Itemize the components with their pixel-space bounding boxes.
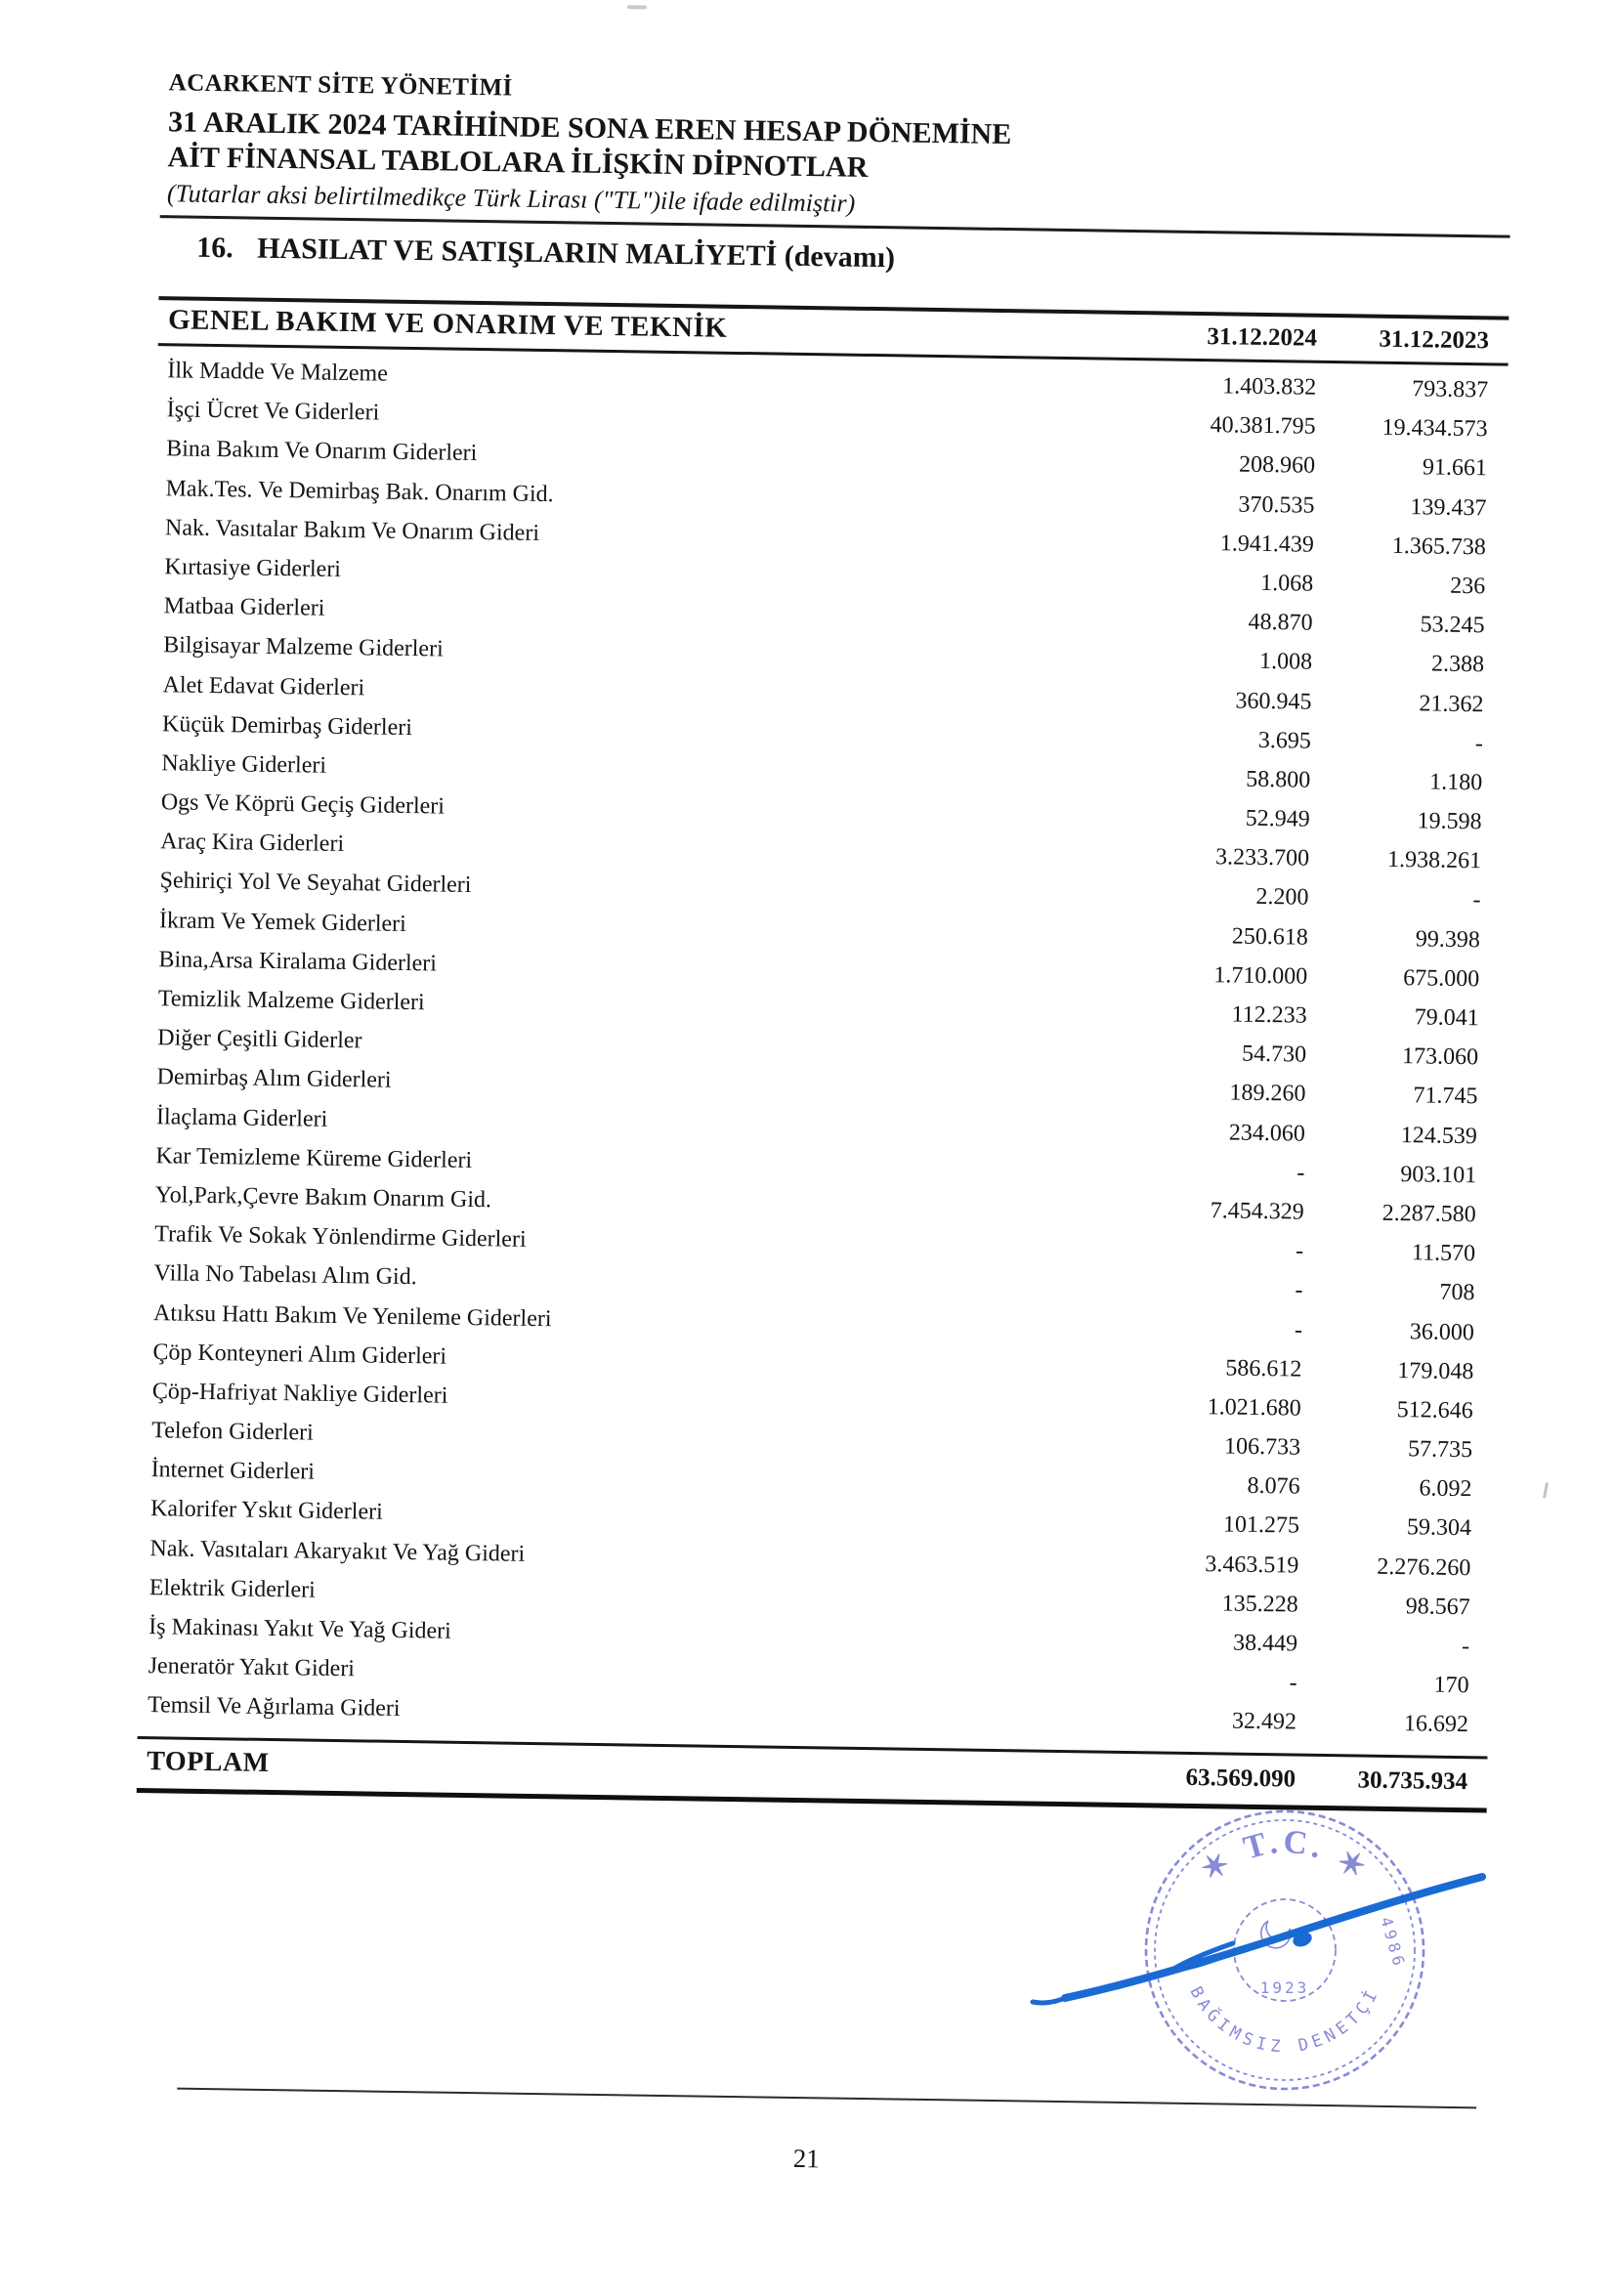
table-body: İlk Madde Ve Malzeme 1.403.832 793.837 İ… <box>138 346 1509 1756</box>
value-2023: 59.304 <box>1406 1514 1472 1542</box>
value-2023: 139.437 <box>1410 493 1487 521</box>
value-2023: 1.938.261 <box>1386 847 1482 874</box>
value-2024: 106.733 <box>1223 1433 1301 1461</box>
value-2024: 3.695 <box>1257 727 1312 754</box>
value-2023: 903.101 <box>1400 1161 1477 1189</box>
expense-table: GENEL BAKIM VE ONARIM VE TEKNİK 31.12.20… <box>136 296 1509 1813</box>
value-2023: 53.245 <box>1420 612 1485 639</box>
value-2024: 3.233.700 <box>1214 844 1310 872</box>
expense-label: İlk Madde Ve Malzeme <box>167 358 389 387</box>
value-2023: 179.048 <box>1397 1357 1474 1384</box>
value-2023: 19.598 <box>1417 808 1482 835</box>
value-2023: 2.388 <box>1430 651 1485 678</box>
section-title: HASILAT VE SATIŞLARIN MALİYETİ (devamı) <box>256 232 896 275</box>
value-2024: 38.449 <box>1232 1630 1298 1657</box>
section-number: 16. <box>195 231 234 265</box>
value-2024: - <box>1295 1238 1304 1264</box>
value-2023: 1.180 <box>1429 769 1483 796</box>
total-value-2024: 63.569.090 <box>1185 1764 1296 1793</box>
value-2024: - <box>1295 1277 1303 1303</box>
value-2023: 21.362 <box>1419 690 1484 717</box>
value-2024: 1.403.832 <box>1222 373 1317 401</box>
value-2024: 40.381.795 <box>1210 412 1316 440</box>
value-2024: 52.949 <box>1245 805 1310 832</box>
total-value-2023: 30.735.934 <box>1357 1766 1468 1795</box>
value-2024: 370.535 <box>1238 491 1315 519</box>
value-2024: 586.612 <box>1225 1355 1302 1382</box>
value-2024: 1.021.680 <box>1207 1394 1301 1422</box>
value-2023: 2.287.580 <box>1381 1200 1476 1228</box>
value-2024: 1.008 <box>1258 649 1313 676</box>
value-2023: 1.365.738 <box>1391 532 1487 561</box>
value-2024: 54.730 <box>1241 1041 1307 1068</box>
value-2024: - <box>1289 1670 1297 1696</box>
value-2023: 170 <box>1433 1672 1469 1699</box>
column-header-2024: 31.12.2024 <box>1207 323 1318 352</box>
value-2024: 1.710.000 <box>1213 962 1308 990</box>
value-2023: - <box>1474 730 1484 756</box>
value-2023: 98.567 <box>1405 1594 1470 1621</box>
footer-divider-line <box>177 2087 1477 2109</box>
value-2024: 101.275 <box>1222 1511 1300 1540</box>
value-2023: - <box>1472 887 1481 914</box>
company-name: ACARKENT SİTE YÖNETİMİ <box>168 69 513 102</box>
value-2023: 124.539 <box>1400 1122 1478 1149</box>
value-2024: 234.060 <box>1228 1120 1306 1147</box>
value-2024: - <box>1296 1160 1305 1186</box>
value-2023: 793.837 <box>1412 376 1489 404</box>
scan-artifact <box>1543 1482 1549 1499</box>
value-2024: 2.200 <box>1255 884 1309 912</box>
value-2023: 236 <box>1450 573 1486 600</box>
value-2024: 58.800 <box>1246 766 1311 793</box>
value-2023: 675.000 <box>1403 964 1480 993</box>
value-2024: 3.463.519 <box>1205 1551 1299 1579</box>
value-2023: 11.570 <box>1411 1240 1476 1267</box>
value-2023: 99.398 <box>1415 925 1481 953</box>
value-2024: 189.260 <box>1229 1080 1306 1108</box>
value-2023: 173.060 <box>1401 1043 1479 1071</box>
value-2023: 36.000 <box>1409 1318 1475 1345</box>
value-2023: 2.276.260 <box>1377 1553 1471 1581</box>
value-2024: 7.454.329 <box>1210 1198 1304 1225</box>
value-2024: 250.618 <box>1231 923 1309 951</box>
value-2023: 6.092 <box>1419 1475 1472 1503</box>
table-title: GENEL BAKIM VE ONARIM VE TEKNİK <box>167 304 728 344</box>
value-2023: 19.434.573 <box>1381 414 1488 443</box>
value-2023: 91.661 <box>1422 454 1488 482</box>
value-2024: 48.870 <box>1248 609 1313 636</box>
value-2024: 1.068 <box>1260 570 1314 597</box>
value-2024: - <box>1294 1317 1303 1343</box>
section-heading: 16. HASILAT VE SATIŞLARIN MALİYETİ (devam… <box>196 232 895 276</box>
document-header: ACARKENT SİTE YÖNETİMİ 31 ARALIK 2024 TA… <box>167 68 1012 221</box>
page-number: 21 <box>792 2143 821 2174</box>
value-2023: - <box>1461 1634 1470 1660</box>
value-2024: 32.492 <box>1231 1708 1297 1735</box>
value-2023: 71.745 <box>1413 1083 1478 1110</box>
scan-artifact <box>626 5 647 10</box>
value-2023: 57.735 <box>1407 1436 1473 1464</box>
value-2023: 512.646 <box>1396 1396 1473 1424</box>
value-2024: 360.945 <box>1235 688 1312 715</box>
value-2023: 708 <box>1439 1280 1475 1306</box>
value-2024: 112.233 <box>1231 1001 1307 1029</box>
value-2024: 208.960 <box>1238 451 1316 480</box>
value-2024: 135.228 <box>1221 1591 1298 1618</box>
value-2024: 1.941.439 <box>1219 531 1315 558</box>
value-2024: 8.076 <box>1247 1473 1300 1500</box>
value-2023: 79.041 <box>1414 1004 1479 1032</box>
column-header-2023: 31.12.2023 <box>1379 325 1490 355</box>
value-2023: 16.692 <box>1403 1711 1469 1738</box>
total-label: TOPLAM <box>147 1745 270 1778</box>
